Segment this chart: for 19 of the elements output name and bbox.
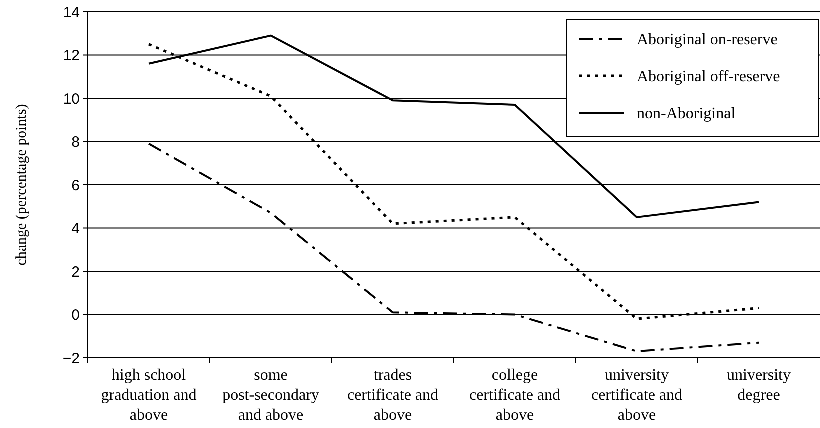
y-tick-label: 6: [72, 177, 80, 194]
y-tick-label: 2: [72, 264, 80, 281]
x-tick-label: some post-secondary and above: [222, 367, 320, 424]
legend-label: Aboriginal on-reserve: [637, 32, 778, 49]
x-tick-label: high school graduation and above: [101, 367, 197, 424]
x-tick-label: trades certificate and above: [347, 367, 439, 424]
x-tick-label: university degree: [727, 367, 791, 404]
y-tick-label: 10: [63, 90, 80, 108]
y-tick-label: 4: [72, 220, 80, 238]
y-tick-label: 8: [72, 134, 80, 151]
y-tick-label: 12: [63, 48, 80, 64]
legend-label: non-Aboriginal: [637, 106, 736, 123]
y-tick-label: 14: [63, 4, 80, 22]
legend-label: Aboriginal off-reserve: [637, 68, 780, 86]
x-tick-label: university certificate and above: [591, 367, 683, 424]
y-tick-label: −2: [62, 350, 80, 368]
y-axis-title: change (percentage points): [14, 104, 30, 266]
x-tick-label: college certificate and above: [469, 367, 561, 424]
y-tick-label: 0: [72, 307, 80, 324]
